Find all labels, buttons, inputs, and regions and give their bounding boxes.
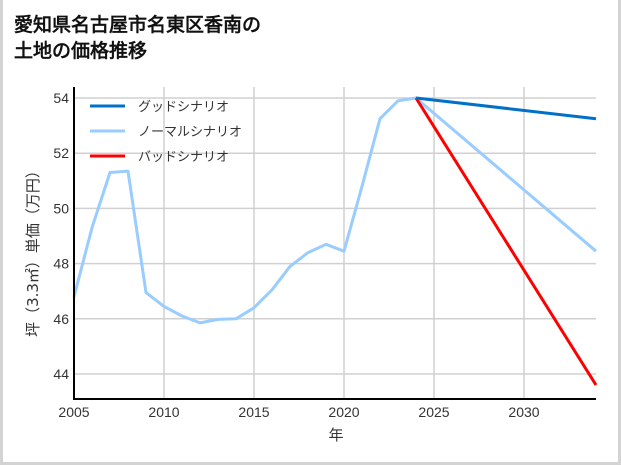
legend-label: バッドシナリオ bbox=[138, 150, 229, 165]
chart-title-line2: 土地の価格推移 bbox=[14, 40, 148, 62]
series-lines bbox=[72, 96, 598, 386]
chart-title-line1: 愛知県名古屋市名東区香南の bbox=[14, 14, 262, 36]
y-tick-label: 46 bbox=[53, 311, 69, 327]
series-line bbox=[415, 96, 597, 121]
x-tick-label: 2030 bbox=[508, 404, 539, 420]
y-tick-label: 44 bbox=[53, 366, 69, 382]
y-tick-label: 50 bbox=[53, 200, 69, 216]
series-line bbox=[72, 96, 597, 325]
x-tick-label: 2025 bbox=[418, 404, 449, 420]
y-tick-label: 48 bbox=[53, 256, 69, 272]
y-tick-label: 52 bbox=[53, 145, 69, 161]
axes bbox=[73, 87, 596, 400]
x-tick-label: 2020 bbox=[328, 404, 359, 420]
chart-title: 愛知県名古屋市名東区香南の 土地の価格推移 bbox=[14, 12, 261, 64]
x-tick-label: 2015 bbox=[238, 404, 269, 420]
x-tick-label: 2005 bbox=[58, 404, 89, 420]
legend-label: ノーマルシナリオ bbox=[138, 125, 242, 140]
y-axis-label: 坪（3.3㎡）単価（万円） bbox=[24, 163, 42, 337]
chart-frame bbox=[3, 0, 618, 462]
x-axis-label: 年 bbox=[328, 426, 343, 444]
legend-label: グッドシナリオ bbox=[138, 100, 229, 115]
x-tick-label: 2010 bbox=[148, 404, 179, 420]
series-line bbox=[414, 97, 598, 386]
grid-lines bbox=[73, 87, 596, 399]
y-tick-label: 54 bbox=[53, 90, 69, 106]
tick-labels: 44 46 48 50 52 54 2005 2010 2015 2020 2025 2030 bbox=[53, 90, 539, 420]
